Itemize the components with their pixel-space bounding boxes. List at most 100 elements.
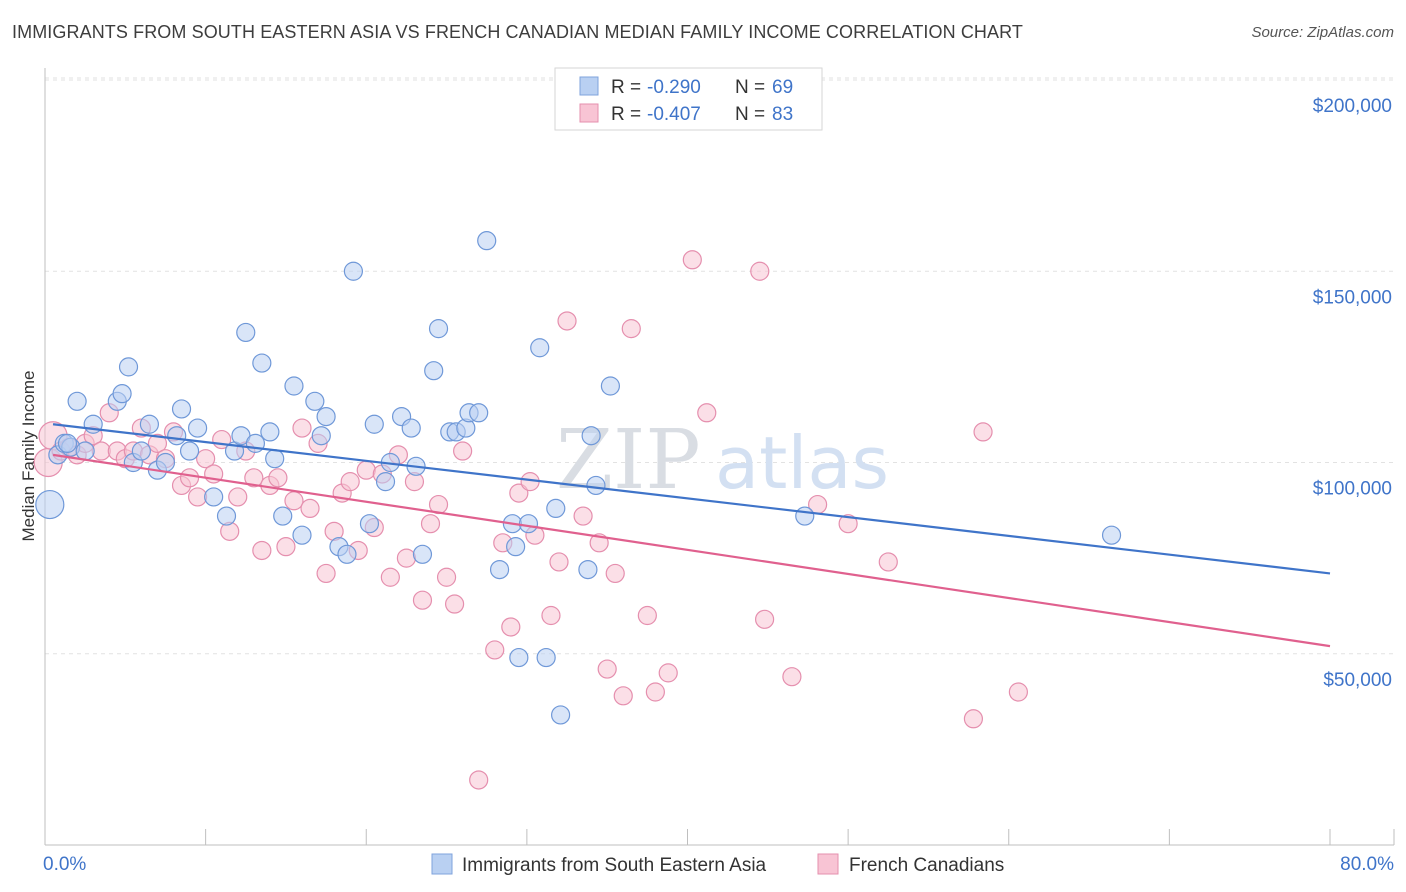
point-blue <box>131 441 151 461</box>
point-pink <box>196 449 216 469</box>
point-pink <box>444 594 465 614</box>
stats-n-label-pink: N = <box>735 104 765 125</box>
point-blue <box>67 391 87 411</box>
legend-label-pink: French Canadians <box>849 855 1004 876</box>
legend: Immigrants from South Eastern Asia Frenc… <box>431 853 1004 876</box>
point-pink <box>541 605 561 626</box>
point-blue <box>167 426 187 446</box>
point-pink <box>557 311 577 331</box>
point-blue <box>536 647 556 668</box>
point-blue <box>509 647 529 668</box>
point-blue <box>530 338 550 358</box>
y-tick-label: $200,000 <box>1313 96 1392 117</box>
point-pink <box>613 686 633 706</box>
source-credit: Source: ZipAtlas.com <box>1251 24 1394 41</box>
point-pink <box>179 468 200 488</box>
point-pink <box>501 617 521 637</box>
point-pink <box>645 682 665 702</box>
point-blue <box>424 361 444 381</box>
point-pink <box>300 498 320 518</box>
point-pink <box>973 422 993 442</box>
watermark-atlas: atlas <box>715 421 889 505</box>
stats-n-value-pink: 83 <box>772 104 793 125</box>
point-blue <box>187 418 208 438</box>
point-blue <box>412 544 433 564</box>
point-pink <box>356 460 376 480</box>
y-tick-label: $150,000 <box>1313 287 1392 308</box>
point-blue <box>581 426 601 446</box>
y-tick-label: $100,000 <box>1313 479 1392 500</box>
watermark-zip: ZIP <box>556 413 701 508</box>
y-axis-title: Median Family Income <box>19 370 38 541</box>
point-blue <box>112 384 132 404</box>
grid <box>45 77 1394 655</box>
point-pink <box>754 609 775 629</box>
point-pink <box>244 468 264 488</box>
point-pink <box>963 709 984 729</box>
point-pink <box>284 491 304 511</box>
stats-r-label-blue: R = <box>611 77 641 98</box>
point-blue <box>171 399 192 419</box>
point-blue <box>506 537 526 557</box>
point-pink <box>697 403 717 423</box>
point-pink <box>605 563 625 584</box>
stats-r-value-blue: -0.290 <box>647 77 701 98</box>
point-blue <box>179 441 200 461</box>
point-pink <box>597 659 617 679</box>
point-blue <box>337 544 357 564</box>
stats-swatch-pink <box>579 103 599 123</box>
point-blue <box>273 506 293 526</box>
point-blue <box>155 452 176 473</box>
point-blue <box>359 514 380 534</box>
point-pink <box>228 487 248 507</box>
point-blue <box>57 433 78 453</box>
x-tick-label-max: 80.0% <box>1340 854 1394 875</box>
point-blue <box>292 525 312 545</box>
stats-box: R = -0.290 N = 69 R = -0.407 N = 83 <box>554 67 823 131</box>
point-blue <box>343 261 363 281</box>
y-tick-labels: $50,000 $100,000 $150,000 $200,000 <box>1313 96 1392 691</box>
point-blue <box>216 506 237 526</box>
point-blue <box>546 498 566 518</box>
point-pink <box>782 667 802 687</box>
point-blue <box>364 414 384 434</box>
stats-box-frame <box>554 67 823 131</box>
point-pink <box>91 441 111 461</box>
stats-swatch-blue <box>579 76 599 96</box>
point-blue <box>118 357 139 377</box>
point-blue <box>469 403 489 423</box>
point-blue <box>600 376 621 396</box>
point-blue <box>305 391 325 411</box>
point-pink <box>469 770 489 790</box>
point-pink <box>485 640 505 660</box>
point-pink <box>420 514 441 534</box>
y-tick-label: $50,000 <box>1323 670 1392 691</box>
point-blue <box>139 414 160 434</box>
trend-line-blue <box>52 423 1331 575</box>
point-pink <box>750 261 770 281</box>
watermark: ZIP atlas <box>556 413 889 508</box>
point-blue <box>252 353 272 373</box>
point-pink <box>292 418 312 438</box>
point-blue <box>316 407 336 427</box>
trend-lines <box>52 423 1331 648</box>
point-pink <box>658 663 678 683</box>
point-blue <box>75 441 95 461</box>
legend-label-blue: Immigrants from South Eastern Asia <box>462 855 767 876</box>
point-pink <box>380 567 400 587</box>
stats-r-label-pink: R = <box>611 104 641 125</box>
point-pink <box>340 472 360 492</box>
stats-n-label-blue: N = <box>735 77 765 98</box>
point-pink <box>453 441 473 461</box>
point-pink <box>147 433 168 453</box>
x-tick-label-min: 0.0% <box>43 854 86 875</box>
point-pink <box>268 468 288 488</box>
point-blue <box>578 559 598 580</box>
point-pink <box>316 563 336 584</box>
stats-n-value-blue: 69 <box>772 77 793 98</box>
point-pink <box>396 548 417 568</box>
point-pink <box>1008 682 1028 702</box>
point-blue <box>260 422 280 442</box>
stats-r-value-pink: -0.407 <box>647 104 701 125</box>
